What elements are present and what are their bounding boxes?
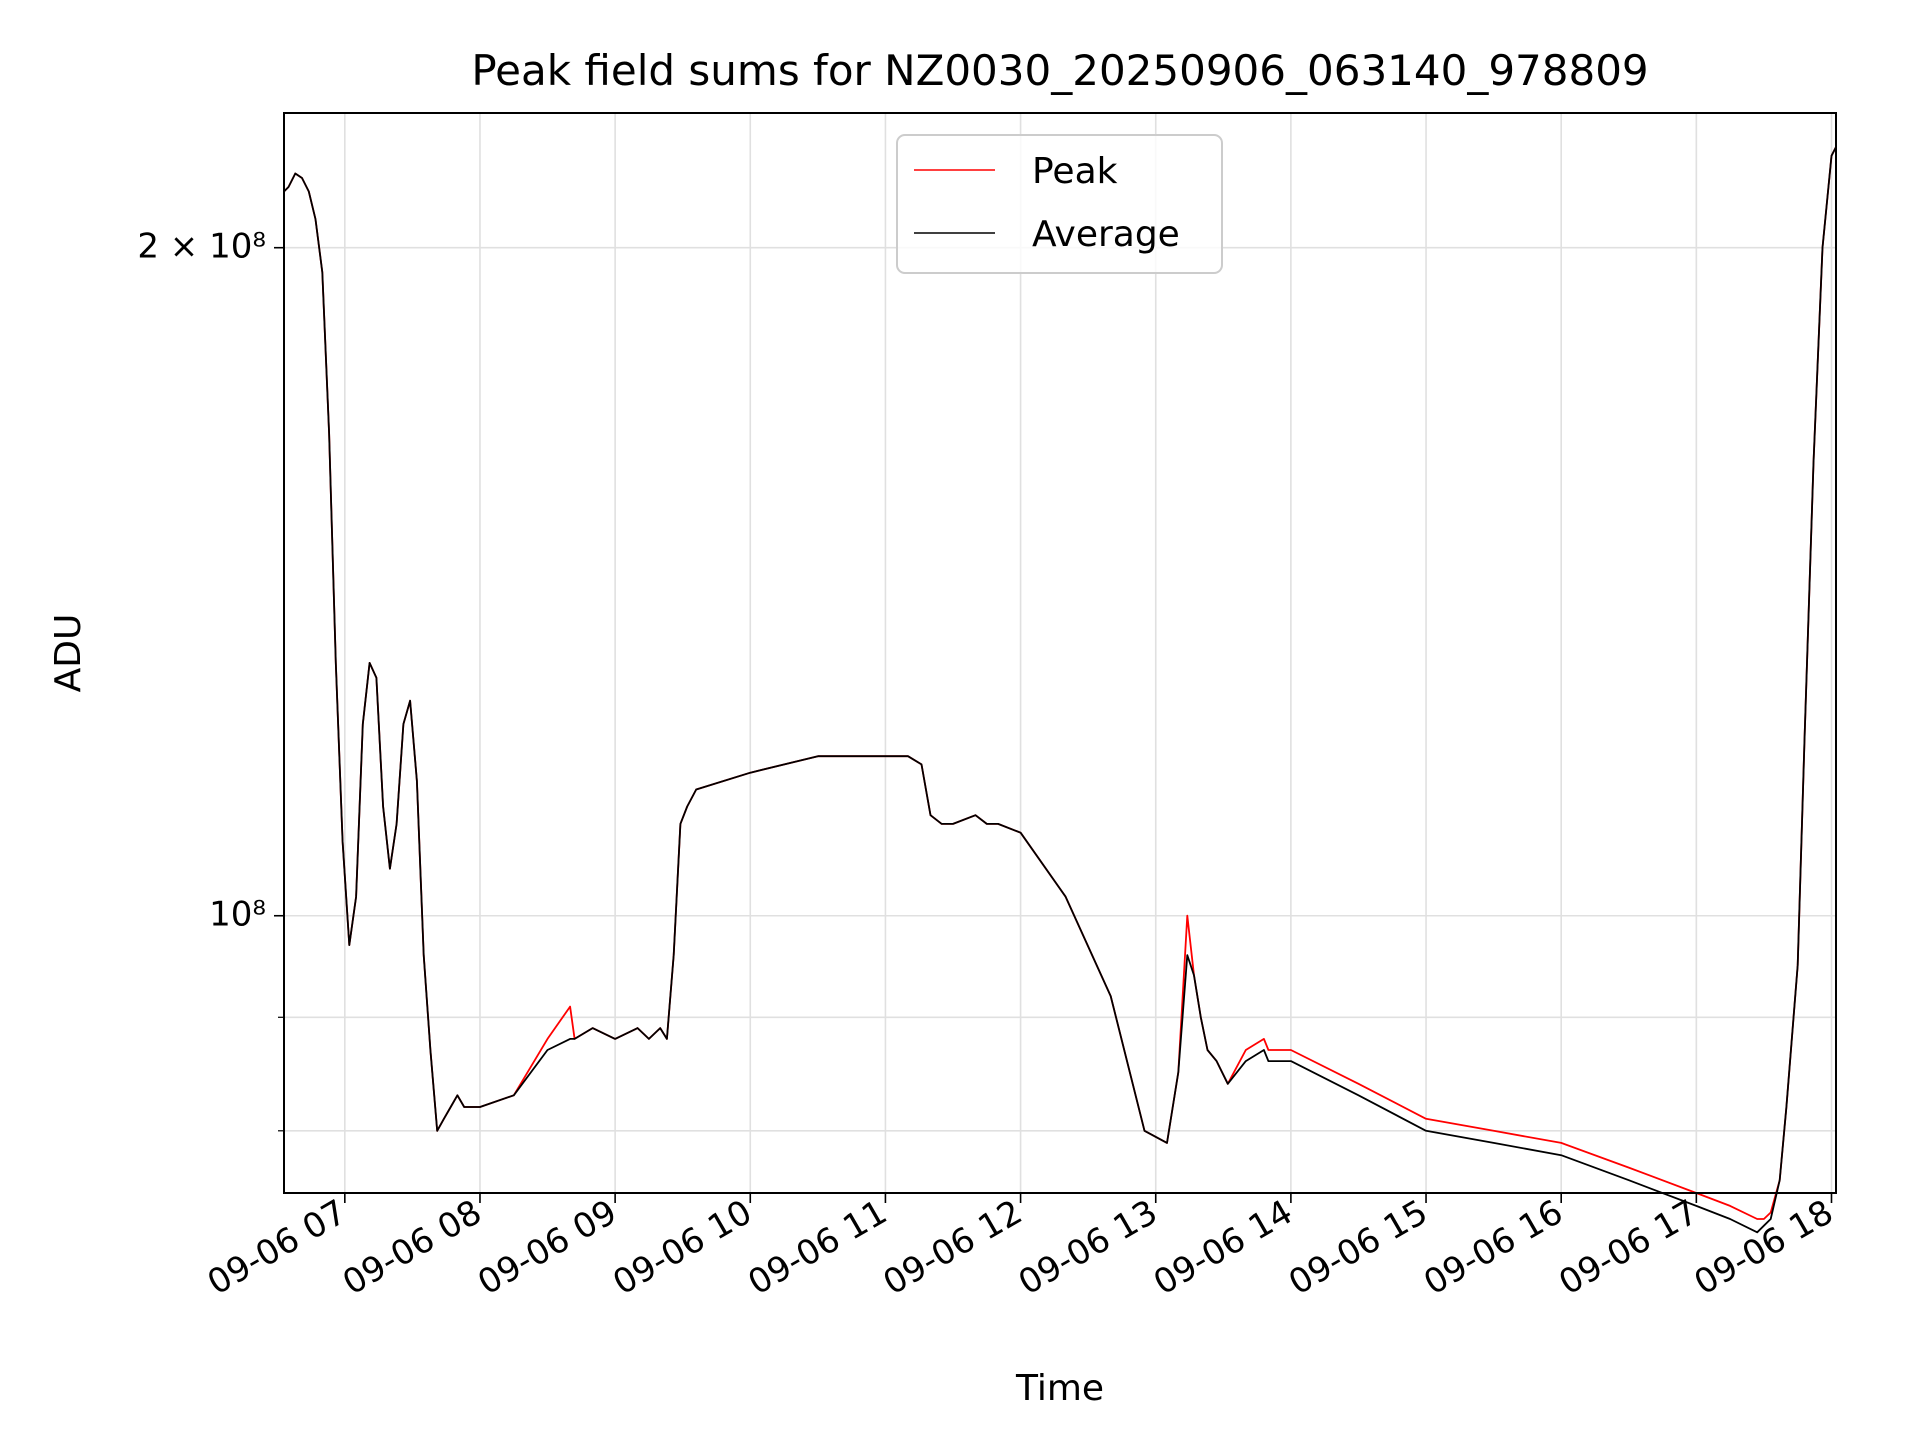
legend-label-average: Average	[1032, 214, 1180, 255]
plot-frame	[283, 112, 1837, 1194]
y-tick-label: 2 × 10⁸	[137, 227, 266, 267]
plot-lines	[283, 146, 1837, 1234]
legend: Peak Average	[896, 134, 1223, 274]
x-axis-label: Time	[1015, 1368, 1104, 1409]
y-axis-ticks: 2 × 10⁸ 10⁸	[137, 227, 284, 1132]
legend-label-peak: Peak	[1032, 151, 1118, 192]
y-axis-label: ADU	[48, 614, 89, 693]
y-tick-label: 10⁸	[209, 895, 266, 935]
chart-title: Peak field sums for NZ0030_20250906_0631…	[471, 46, 1648, 95]
series-line-average	[283, 146, 1837, 1234]
grid	[284, 113, 1836, 1193]
